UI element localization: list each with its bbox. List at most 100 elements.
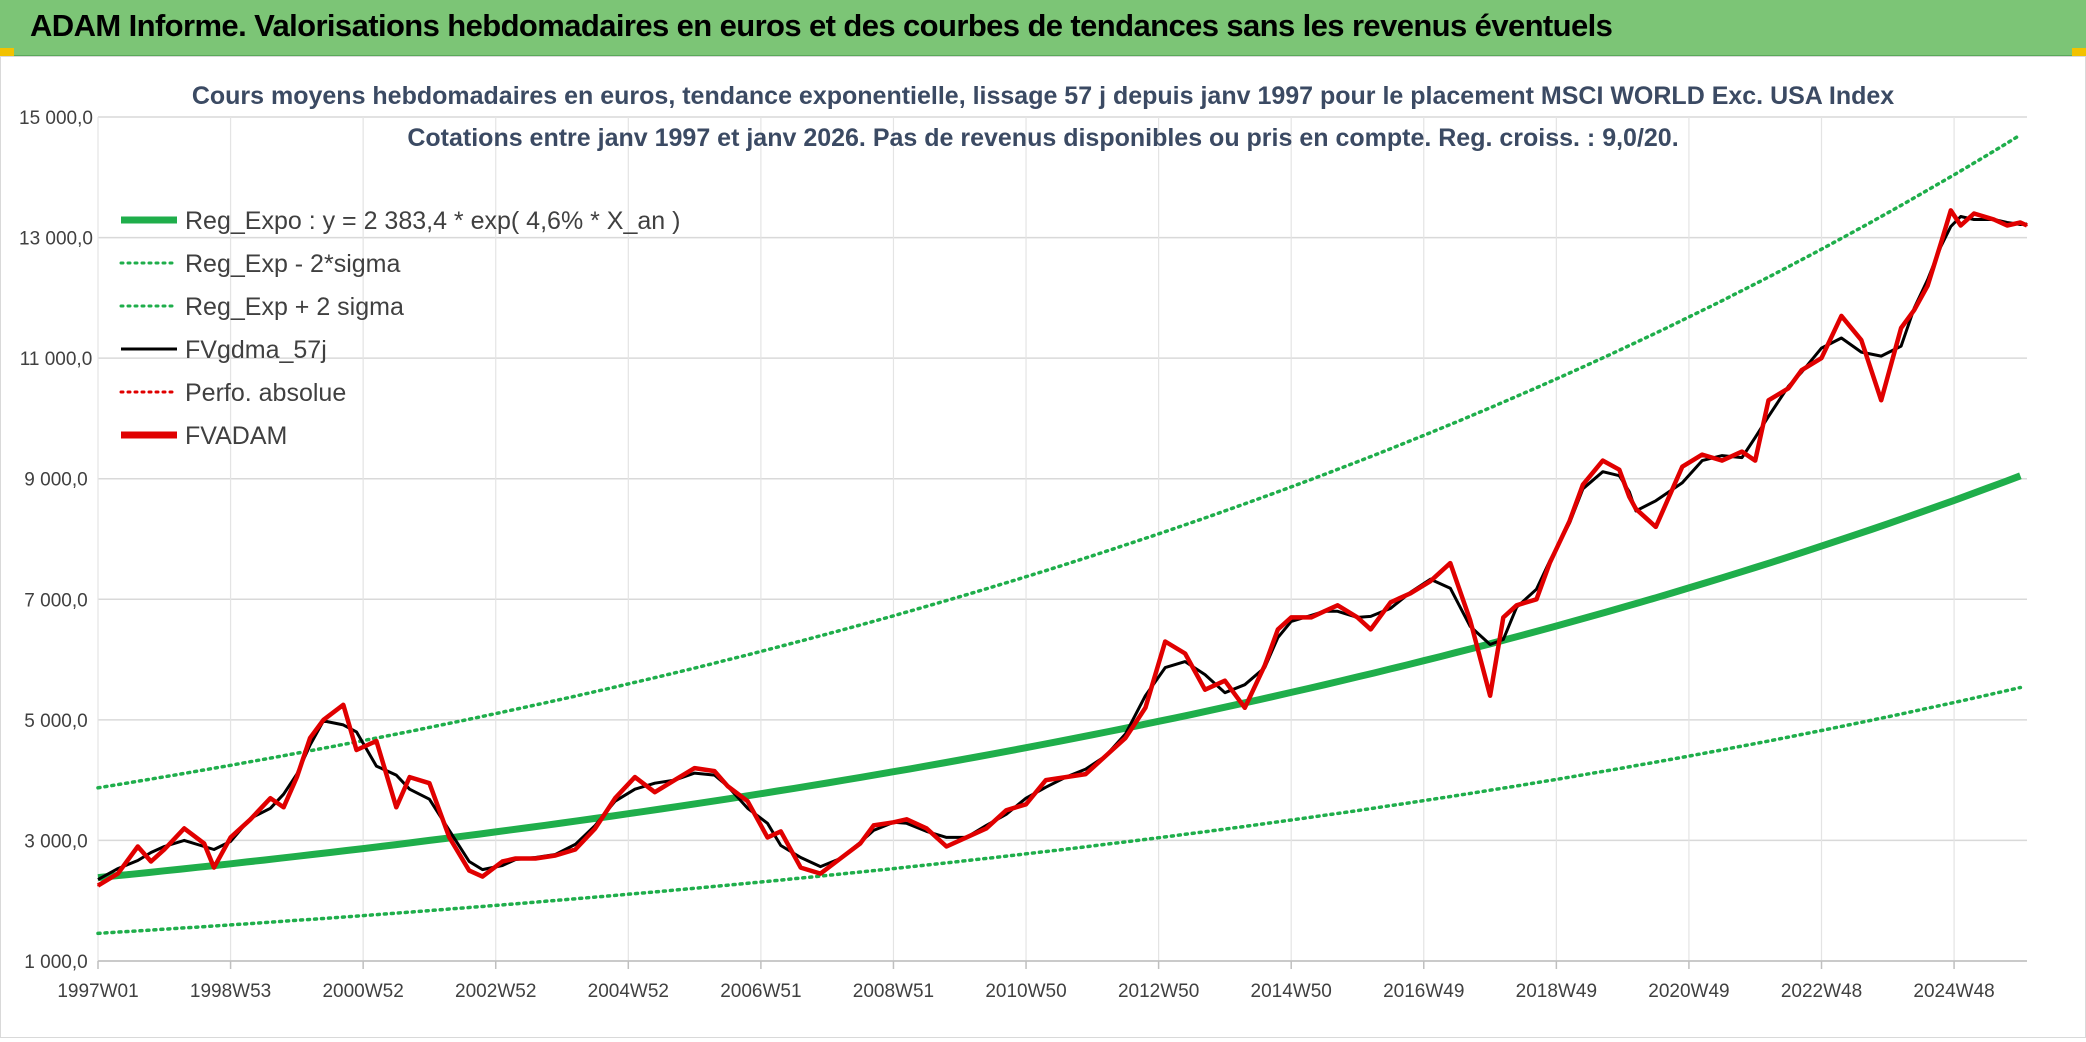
fvadam-data-point [1767, 399, 1770, 402]
fvadam-data-point [282, 806, 285, 809]
x-tick-label: 2010W50 [985, 981, 1066, 1002]
fvadam-data-point [1681, 465, 1684, 468]
report-title: ADAM Informe. Valorisations hebdomadaire… [30, 8, 1613, 43]
y-tick-label: 1 000,0 [24, 952, 87, 973]
fvadam-data-point [309, 737, 311, 739]
fvadam-data-point [1124, 737, 1127, 739]
chart-subtitle: Cotations entre janv 1997 et janv 2026. … [407, 124, 1678, 152]
fvadam-data-point [1800, 369, 1803, 372]
fvadam-data-point [117, 872, 119, 875]
x-tick-label: 2000W52 [322, 981, 403, 1002]
x-tick-label: 2006W51 [720, 981, 801, 1002]
fvadam-data-point [905, 818, 908, 821]
corner-marker-left [0, 48, 14, 56]
fvadam-data-point [322, 719, 325, 721]
fvadam-data-point [97, 884, 99, 887]
fvadam-data-point [1582, 483, 1584, 486]
fvadam-data-point [1950, 209, 1952, 212]
legend-label: Reg_Expo : y = 2 383,4 * exp( 4,6% * X_a… [185, 207, 680, 235]
fvadam-data-point [448, 836, 451, 839]
fvadam-data-point [1880, 399, 1882, 402]
fvadam-data-point [766, 836, 769, 839]
legend-label: Reg_Exp - 2*sigma [185, 250, 400, 278]
fvadam-data-point [1602, 459, 1604, 462]
fvadam-data-point [985, 827, 988, 830]
x-tick-label: 2004W52 [588, 981, 669, 1002]
fvadam-data-point [1409, 592, 1412, 595]
y-tick-label: 9 000,0 [24, 470, 87, 491]
fvadam-data-point [1820, 357, 1823, 359]
fvadam-data-point [1721, 459, 1723, 462]
y-tick-label: 11 000,0 [20, 349, 93, 370]
fvadam-data-point [468, 869, 471, 872]
trend-curves [96, 133, 2023, 936]
legend-label: Perfo. absolue [185, 379, 346, 407]
fvadam-data-point [481, 875, 484, 878]
fvadam-data-point [1336, 604, 1339, 607]
chart-frame: 1 000,0 3 000,0 5 000,0 7 000,0 9 000,0 11 00… [0, 56, 2086, 1038]
fvadam-data-point [1144, 707, 1147, 709]
fvadam-data-point [1701, 453, 1703, 456]
fvadam-data-point [1204, 688, 1206, 691]
fvadam-data-point [1535, 598, 1538, 601]
fvadam-data-point [1310, 616, 1312, 619]
fvadam-data-point [2006, 224, 2008, 227]
x-tick-label: 2022W48 [1781, 981, 1862, 1002]
y-tick-label: 5 000,0 [24, 711, 87, 732]
lower-sigma-band-line [96, 685, 2023, 936]
fvadam-data-point [183, 827, 185, 830]
fvadam-data-point [229, 836, 232, 839]
x-tick-label: 1998W53 [190, 981, 271, 1002]
y-tick-label: 13 000,0 [19, 229, 93, 250]
fvadam-data-point [269, 797, 272, 799]
fvadam-data-point [375, 740, 378, 742]
fvadam-data-point [780, 830, 782, 833]
fvadam-data-point [1940, 242, 1942, 245]
fvadam-data-point [1084, 773, 1087, 775]
fvadam-data-point [1065, 776, 1067, 778]
fvadam-data-point [1356, 616, 1359, 619]
fvadam-data-point [1840, 315, 1843, 317]
x-tick-label: 2016W49 [1383, 981, 1464, 1002]
fvadam-data-point [514, 857, 517, 860]
fvadam-data-point [2026, 224, 2028, 227]
fvadam-data-point [693, 767, 696, 769]
fvadam-data-point [654, 791, 656, 793]
fvadam-data-point [1502, 616, 1505, 619]
fvadam-data-point [1025, 803, 1027, 806]
x-tick-label: 2002W52 [455, 981, 536, 1002]
fvadam-data-point [1635, 508, 1637, 510]
price-chart: 1 000,0 3 000,0 5 000,0 7 000,0 9 000,0 11 00… [19, 82, 2028, 1002]
fvadam-data-point [408, 776, 411, 778]
fvadam-data-point [945, 845, 948, 848]
fvadam-data-point [1449, 562, 1452, 564]
upper-sigma-band-line [96, 133, 2023, 790]
fvadam-data-point [554, 854, 557, 857]
fvadam-data-point [713, 770, 716, 772]
fvadam-data-point [1290, 616, 1292, 619]
fvadam-data-point [1489, 694, 1491, 697]
fvadam-data-point [163, 848, 166, 851]
fvadam-data-point [1469, 619, 1471, 622]
fvadam-data-point [1323, 610, 1326, 613]
x-tick-label: 2018W49 [1516, 981, 1597, 1002]
fvadam-data-point [1655, 526, 1657, 528]
fvadam-data-point [1860, 339, 1863, 341]
fvadam-data-point [203, 842, 205, 845]
fvadam-price-line [96, 208, 2028, 888]
fvadam-data-point [799, 866, 802, 869]
fvadam-data-point [1045, 779, 1047, 781]
fvadam-data-point [634, 776, 636, 778]
fvadam-data-point [925, 827, 928, 830]
fvadam-data-point [2019, 221, 2022, 224]
fvadam-data-point [1787, 387, 1790, 390]
chart-title: Cours moyens hebdomadaires en euros, ten… [192, 82, 1894, 110]
fvadam-data-point [137, 845, 139, 848]
x-tick-label: 1997W01 [57, 981, 138, 1002]
fvadam-data-point [1993, 218, 1995, 221]
fvadam-data-point [1184, 652, 1186, 655]
y-tick-label: 7 000,0 [24, 590, 87, 611]
fvadam-data-point [1164, 640, 1166, 643]
fvadam-data-point [1628, 496, 1631, 498]
fvadam-data-point [872, 824, 875, 827]
